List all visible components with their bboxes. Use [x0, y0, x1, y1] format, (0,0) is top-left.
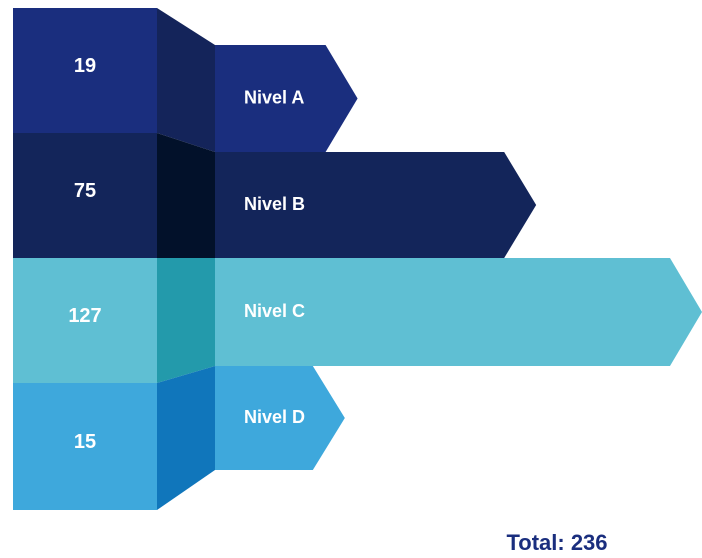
total-label: Total: 236 [506, 530, 607, 555]
category-label: Nivel B [244, 194, 305, 214]
arrow-bar [215, 366, 345, 470]
connector [157, 366, 215, 510]
connector [157, 133, 215, 258]
value-label: 15 [74, 431, 96, 453]
category-label: Nivel C [244, 301, 305, 321]
connector [157, 258, 215, 383]
value-block [13, 383, 157, 510]
value-block [13, 258, 157, 383]
value-label: 19 [74, 55, 96, 77]
value-label: 75 [74, 180, 96, 202]
value-block [13, 8, 157, 133]
connector [157, 8, 215, 152]
value-label: 127 [68, 305, 101, 327]
category-label: Nivel D [244, 407, 305, 427]
arrow-bar [215, 258, 702, 366]
value-block [13, 133, 157, 258]
arrow-bar [215, 152, 537, 258]
arrow-bar [215, 45, 358, 152]
category-label: Nivel A [244, 87, 304, 107]
